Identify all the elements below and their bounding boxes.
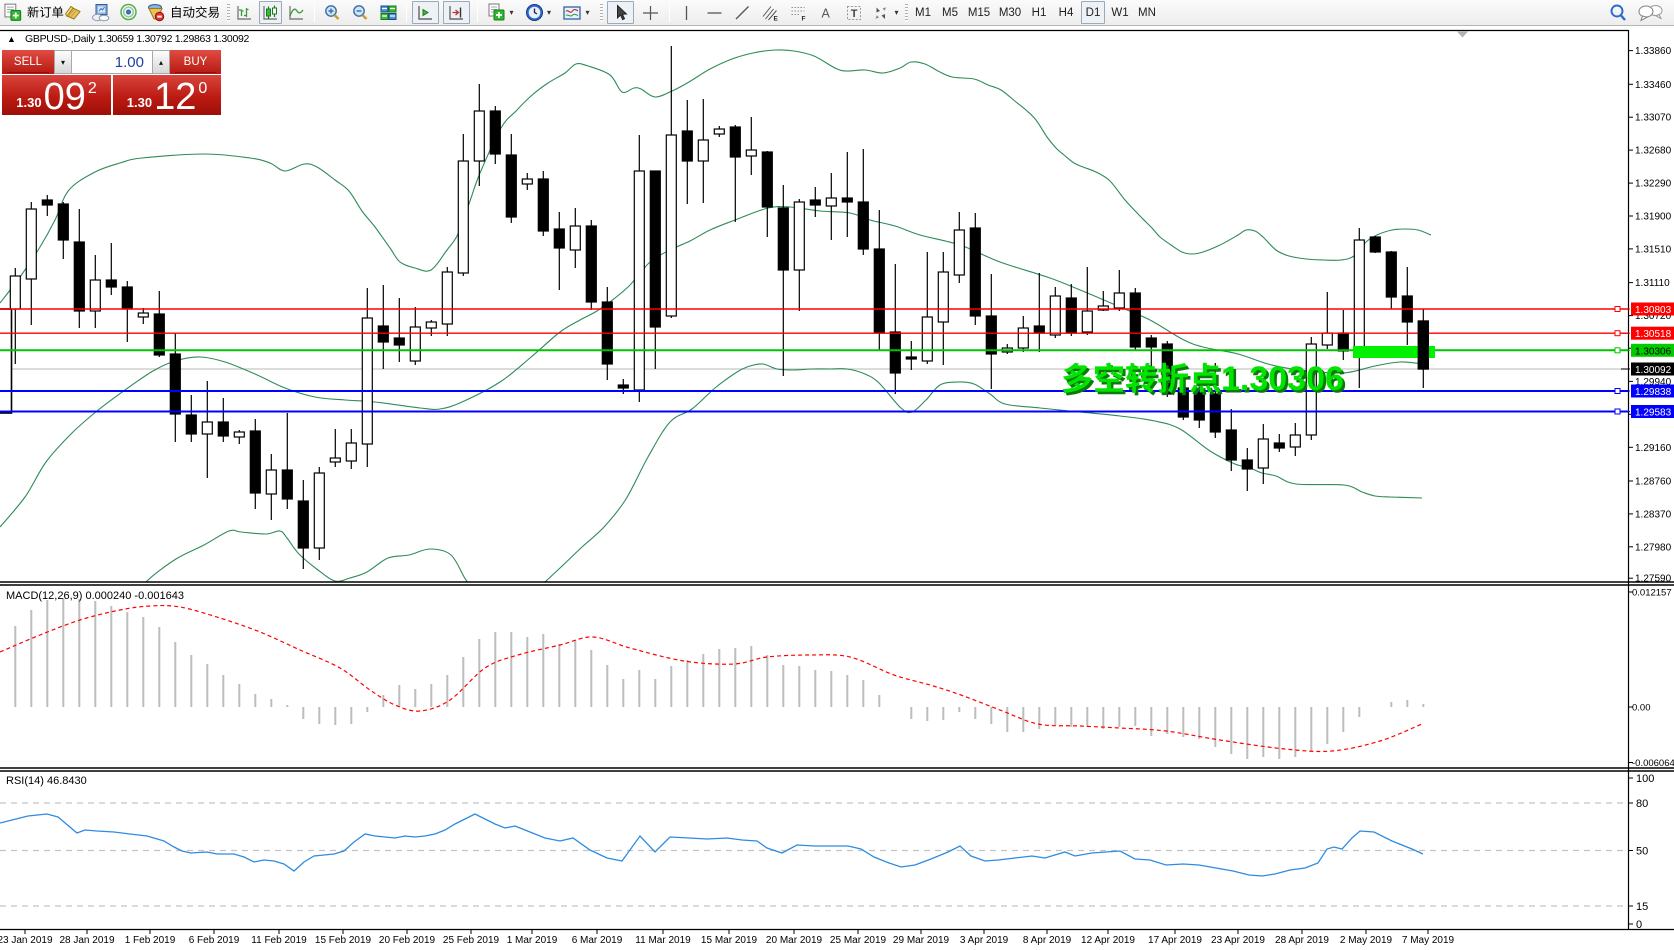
svg-text:1.30803: 1.30803	[1635, 305, 1672, 316]
svg-text:1.33070: 1.33070	[1635, 113, 1672, 124]
svg-text:11 Mar 2019: 11 Mar 2019	[635, 935, 691, 946]
svg-text:GBPUSD-,Daily 1.30659 1.30792: GBPUSD-,Daily 1.30659 1.30792 1.29863 1.…	[25, 33, 250, 45]
svg-text:15: 15	[1636, 901, 1648, 913]
svg-text:1.31900: 1.31900	[1635, 212, 1672, 223]
svg-text:RSI(14) 46.8430: RSI(14) 46.8430	[6, 775, 87, 787]
svg-text:1.27590: 1.27590	[1635, 574, 1672, 585]
svg-text:-0.006064: -0.006064	[1632, 758, 1674, 769]
svg-text:1.27980: 1.27980	[1635, 542, 1672, 553]
svg-text:6 Feb 2019: 6 Feb 2019	[189, 935, 240, 946]
svg-text:6 Mar 2019: 6 Mar 2019	[572, 935, 623, 946]
svg-text:A: A	[821, 6, 830, 20]
svg-text:12 Apr 2019: 12 Apr 2019	[1081, 935, 1135, 946]
svg-text:1.32290: 1.32290	[1635, 179, 1672, 190]
svg-text:1.33860: 1.33860	[1635, 46, 1672, 57]
svg-text:1.29940: 1.29940	[1635, 377, 1672, 388]
svg-text:29 Mar 2019: 29 Mar 2019	[893, 935, 950, 946]
svg-text:1.29160: 1.29160	[1635, 443, 1672, 454]
svg-text:25 Mar 2019: 25 Mar 2019	[830, 935, 887, 946]
svg-text:1.28370: 1.28370	[1635, 509, 1672, 520]
svg-text:23 Apr 2019: 23 Apr 2019	[1211, 935, 1265, 946]
svg-text:11 Feb 2019: 11 Feb 2019	[251, 935, 307, 946]
svg-text:1.30720: 1.30720	[1635, 311, 1672, 322]
svg-text:20 Mar 2019: 20 Mar 2019	[766, 935, 823, 946]
svg-text:20 Feb 2019: 20 Feb 2019	[379, 935, 436, 946]
svg-text:1.30306: 1.30306	[1635, 346, 1672, 357]
svg-text:15 Feb 2019: 15 Feb 2019	[315, 935, 372, 946]
svg-text:7 May 2019: 7 May 2019	[1402, 935, 1455, 946]
svg-text:1.31510: 1.31510	[1635, 244, 1672, 255]
svg-text:0.00: 0.00	[1632, 703, 1651, 714]
svg-text:1.29838: 1.29838	[1635, 387, 1672, 398]
svg-text:2 May 2019: 2 May 2019	[1340, 935, 1393, 946]
svg-text:1.28760: 1.28760	[1635, 477, 1672, 488]
svg-text:0: 0	[1636, 919, 1642, 931]
svg-text:3 Apr 2019: 3 Apr 2019	[960, 935, 1009, 946]
svg-text:0.012157: 0.012157	[1632, 588, 1672, 599]
svg-text:1 Mar 2019: 1 Mar 2019	[507, 935, 558, 946]
svg-text:28 Apr 2019: 28 Apr 2019	[1275, 935, 1329, 946]
svg-text:28 Jan 2019: 28 Jan 2019	[59, 935, 114, 946]
svg-text:80: 80	[1636, 798, 1648, 810]
svg-text:▲: ▲	[7, 34, 16, 44]
svg-text:F: F	[801, 15, 805, 22]
svg-text:1.29583: 1.29583	[1635, 408, 1672, 419]
svg-text:100: 100	[1636, 773, 1654, 785]
svg-text:8 Apr 2019: 8 Apr 2019	[1023, 935, 1072, 946]
svg-text:25 Feb 2019: 25 Feb 2019	[443, 935, 500, 946]
svg-text:15 Mar 2019: 15 Mar 2019	[701, 935, 758, 946]
svg-text:17 Apr 2019: 17 Apr 2019	[1148, 935, 1202, 946]
svg-text:1.30518: 1.30518	[1635, 329, 1672, 340]
svg-text:1.33460: 1.33460	[1635, 80, 1672, 91]
svg-text:1.30306: 1.30306	[1224, 363, 1347, 401]
svg-text:23 Jan 2019: 23 Jan 2019	[0, 935, 53, 946]
svg-text:1.30092: 1.30092	[1635, 365, 1672, 376]
svg-text:50: 50	[1636, 846, 1648, 858]
svg-text:1.32680: 1.32680	[1635, 146, 1672, 157]
svg-text:MACD(12,26,9) 0.000240 -0.0016: MACD(12,26,9) 0.000240 -0.001643	[6, 590, 184, 602]
svg-text:1.30306: 1.30306	[1221, 360, 1344, 398]
svg-text:E: E	[773, 15, 778, 22]
svg-text:1 Feb 2019: 1 Feb 2019	[125, 935, 176, 946]
svg-text:1.31110: 1.31110	[1635, 278, 1670, 289]
svg-text:T: T	[850, 8, 857, 20]
